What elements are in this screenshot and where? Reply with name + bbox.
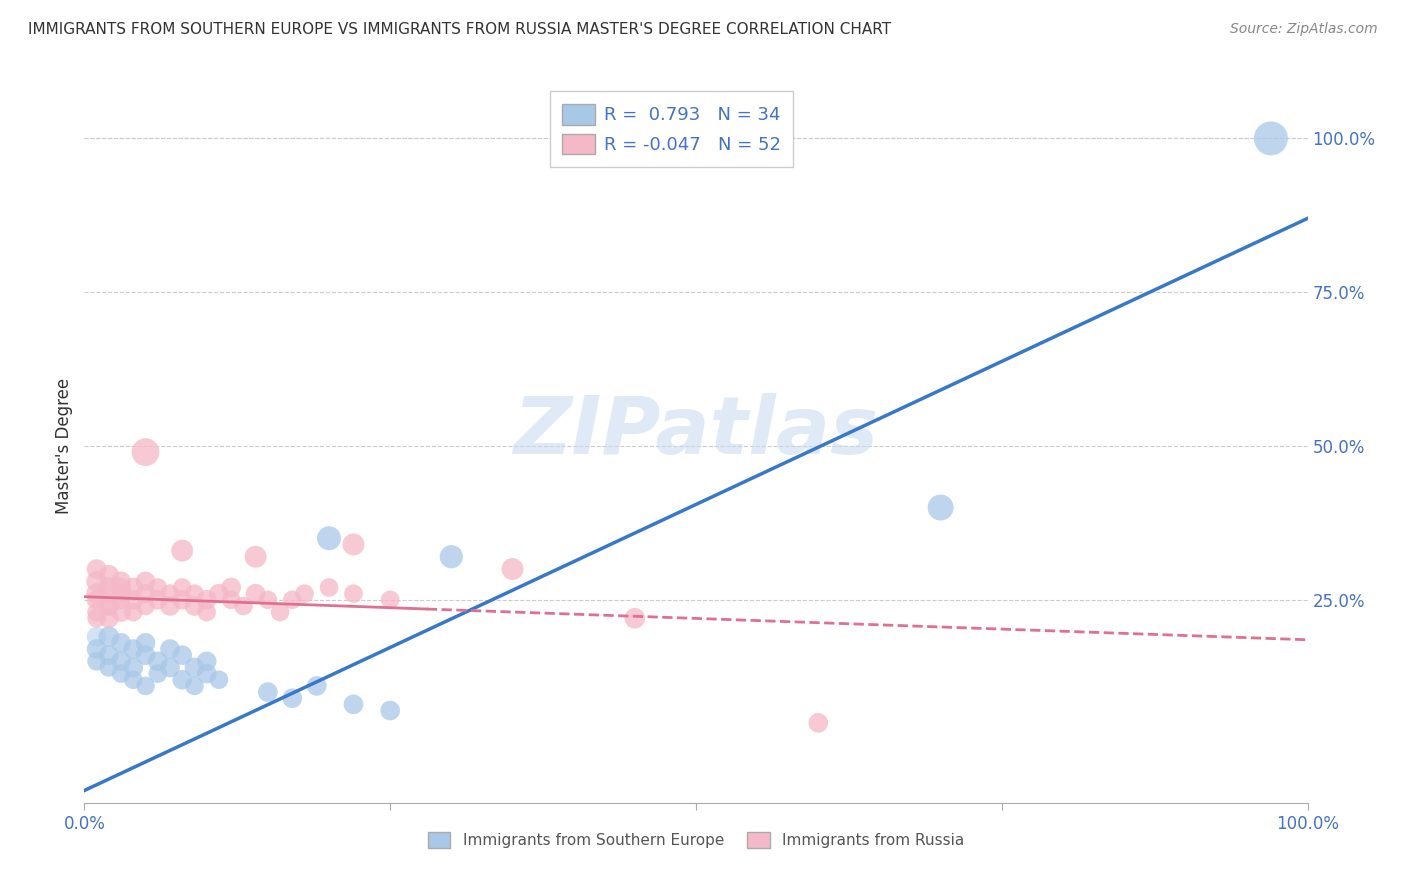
Point: [159, 587, 181, 601]
Point: [146, 592, 169, 607]
Point: [110, 636, 132, 650]
Point: [208, 587, 231, 601]
Point: [219, 581, 242, 595]
Point: [624, 611, 647, 625]
Point: [257, 685, 280, 699]
Point: [135, 445, 157, 459]
Point: [195, 605, 218, 619]
Point: [135, 679, 157, 693]
Point: [86, 562, 108, 576]
Point: [172, 543, 194, 558]
Point: [97, 630, 120, 644]
Point: [183, 599, 205, 613]
Point: [146, 581, 169, 595]
Point: [86, 654, 108, 668]
Point: [159, 660, 181, 674]
Point: [172, 581, 194, 595]
Point: [110, 654, 132, 668]
Point: [86, 574, 108, 589]
Point: [135, 648, 157, 662]
Point: [929, 500, 952, 515]
Point: [86, 587, 108, 601]
Text: ZIPatlas: ZIPatlas: [513, 392, 879, 471]
Point: [219, 592, 242, 607]
Point: [232, 599, 254, 613]
Point: [1260, 131, 1282, 145]
Point: [86, 630, 108, 644]
Point: [110, 587, 132, 601]
Point: [195, 666, 218, 681]
Point: [122, 592, 145, 607]
Point: [86, 592, 108, 607]
Point: [97, 568, 120, 582]
Point: [294, 587, 316, 601]
Point: [110, 592, 132, 607]
Point: [342, 537, 364, 551]
Point: [380, 592, 402, 607]
Point: [135, 574, 157, 589]
Point: [281, 592, 304, 607]
Point: [135, 636, 157, 650]
Point: [97, 599, 120, 613]
Point: [110, 666, 132, 681]
Point: [245, 587, 267, 601]
Point: [122, 581, 145, 595]
Point: [86, 611, 108, 625]
Point: [440, 549, 463, 564]
Y-axis label: Master's Degree: Master's Degree: [55, 378, 73, 514]
Point: [269, 605, 291, 619]
Point: [281, 691, 304, 706]
Point: [122, 660, 145, 674]
Point: [172, 648, 194, 662]
Point: [257, 592, 280, 607]
Point: [97, 611, 120, 625]
Point: [110, 605, 132, 619]
Point: [807, 715, 830, 730]
Point: [97, 648, 120, 662]
Point: [97, 599, 120, 613]
Point: [97, 587, 120, 601]
Point: [122, 642, 145, 657]
Point: [159, 642, 181, 657]
Point: [318, 581, 340, 595]
Point: [122, 605, 145, 619]
Point: [97, 581, 120, 595]
Point: [183, 660, 205, 674]
Point: [342, 587, 364, 601]
Point: [208, 673, 231, 687]
Point: [502, 562, 524, 576]
Text: Source: ZipAtlas.com: Source: ZipAtlas.com: [1230, 22, 1378, 37]
Point: [195, 592, 218, 607]
Point: [245, 549, 267, 564]
Point: [122, 673, 145, 687]
Point: [97, 660, 120, 674]
Point: [110, 581, 132, 595]
Point: [172, 592, 194, 607]
Point: [195, 654, 218, 668]
Text: IMMIGRANTS FROM SOUTHERN EUROPE VS IMMIGRANTS FROM RUSSIA MASTER'S DEGREE CORREL: IMMIGRANTS FROM SOUTHERN EUROPE VS IMMIG…: [28, 22, 891, 37]
Point: [146, 654, 169, 668]
Point: [146, 666, 169, 681]
Legend: Immigrants from Southern Europe, Immigrants from Russia: Immigrants from Southern Europe, Immigra…: [420, 824, 972, 855]
Point: [342, 698, 364, 712]
Point: [380, 704, 402, 718]
Point: [135, 599, 157, 613]
Point: [172, 673, 194, 687]
Point: [110, 574, 132, 589]
Point: [159, 599, 181, 613]
Point: [318, 531, 340, 545]
Point: [86, 605, 108, 619]
Point: [86, 642, 108, 657]
Point: [183, 587, 205, 601]
Point: [305, 679, 328, 693]
Point: [183, 679, 205, 693]
Point: [135, 587, 157, 601]
